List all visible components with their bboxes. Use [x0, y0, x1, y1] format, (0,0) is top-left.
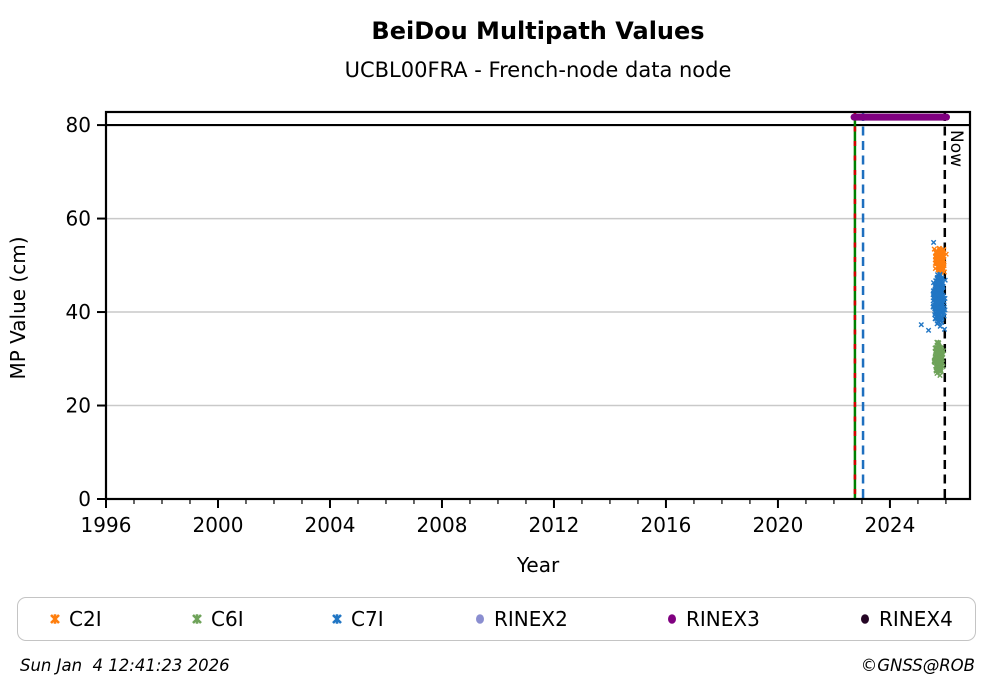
data-point: [942, 277, 948, 283]
x-tick-label: 2024: [864, 513, 915, 537]
data-point: [936, 260, 942, 266]
y-tick-label: 40: [66, 300, 91, 324]
plot-frame: [104, 110, 972, 501]
x-tick-label: 2016: [640, 513, 691, 537]
legend-item-c6i: C6I: [190, 598, 244, 640]
x-tick-label: 2008: [417, 513, 468, 537]
x-tick-label: 2004: [305, 513, 356, 537]
credit: ©GNSS@ROB: [860, 656, 975, 675]
data-point: [934, 316, 941, 322]
data-point: [936, 280, 942, 286]
legend-item-rinex2: RINEX2: [473, 598, 568, 640]
plot-area: 0 20 40 60 80 1996 2000 2004 2008 2012 2016 2020 202…: [66, 110, 972, 537]
data-point: [934, 309, 941, 316]
data-point: [934, 251, 940, 258]
data-point: [942, 295, 948, 302]
y-tick-label: 0: [78, 487, 91, 511]
chart-title: BeiDou Multipath Values: [371, 17, 705, 45]
dot-marker-icon: [476, 614, 484, 624]
x-tick-label: 2000: [193, 513, 244, 537]
data-point: [930, 288, 937, 294]
dot-marker-icon: [668, 614, 676, 624]
data-point: [937, 291, 944, 298]
legend-label: C2I: [69, 607, 102, 631]
legend-label: C6I: [211, 607, 244, 631]
data-point: [930, 239, 937, 246]
y-tick-label: 80: [66, 113, 91, 137]
y-tick-label: 20: [66, 394, 91, 418]
data-point: [937, 323, 943, 329]
legend-label: RINEX2: [494, 607, 568, 631]
legend-label: C7I: [351, 607, 384, 631]
legend-label: RINEX4: [879, 607, 953, 631]
data-point: [935, 343, 941, 349]
legend: C2I C6I C7I RINEX2 RINEX3 RINEX4: [17, 597, 976, 641]
legend-item-rinex3: RINEX3: [665, 598, 760, 640]
data-point: [932, 265, 939, 272]
data-point: [936, 245, 943, 252]
data-point: [918, 321, 924, 328]
x-tick-label: 2020: [752, 513, 803, 537]
x-marker-icon: [332, 614, 342, 624]
data-point: [943, 251, 949, 257]
chart-subtitle: UCBL00FRA - French-node data node: [344, 58, 732, 82]
data-point: [931, 293, 938, 299]
x-marker-icon: [50, 614, 60, 624]
x-tick-label: 1996: [81, 513, 132, 537]
data-point: [934, 298, 940, 305]
data-point: [925, 327, 932, 333]
x-marker-icon: [192, 614, 202, 624]
x-tick-label: 2012: [529, 513, 580, 537]
y-tick-label: 60: [66, 207, 91, 231]
legend-item-c7i: C7I: [330, 598, 384, 640]
data-point: [935, 278, 942, 284]
data-point: [941, 326, 948, 332]
data-point: [935, 264, 942, 271]
data-point: [931, 357, 937, 364]
now-label: Now: [946, 130, 966, 167]
data-point: [936, 309, 942, 316]
x-axis-label: Year: [516, 553, 560, 577]
legend-item-rinex4: RINEX4: [858, 598, 953, 640]
legend-item-c2i: C2I: [48, 598, 102, 640]
data-point: [940, 303, 946, 309]
data-point: [941, 269, 948, 275]
legend-label: RINEX3: [686, 607, 760, 631]
data-point: [937, 354, 944, 360]
data-point: [939, 319, 945, 326]
data-point: [937, 361, 943, 368]
data-point: [934, 370, 940, 377]
dot-marker-icon: [861, 614, 869, 624]
data-point: [936, 255, 942, 261]
timestamp: Sun Jan 4 12:41:23 2026: [20, 656, 230, 675]
